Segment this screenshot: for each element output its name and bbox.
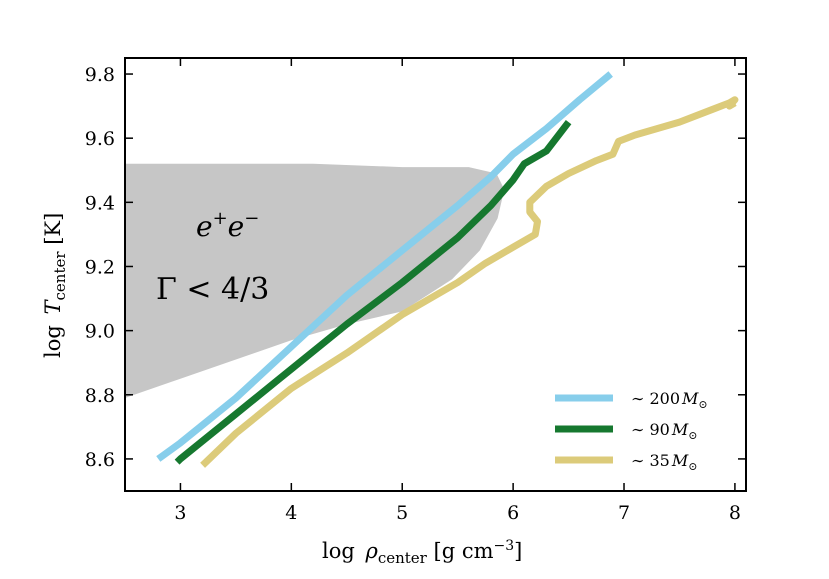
legend-label-2: ∼ 90 M⊙: [631, 420, 697, 442]
series-layer: [156, 71, 739, 468]
y-tick-label: 9.8: [85, 64, 115, 86]
x-axis-label: log ρcenter [g cm−3]: [322, 538, 522, 567]
y-tick-label: 9.0: [85, 321, 115, 343]
series-line-3: [200, 96, 739, 468]
pair-instability-label: e+e−: [196, 208, 259, 243]
x-tick-label: 3: [174, 502, 186, 524]
plot-frame: [124, 57, 747, 492]
instability-region-layer: [125, 163, 505, 398]
y-tick-label: 8.8: [85, 385, 115, 407]
x-tick-label: 8: [729, 502, 741, 524]
x-tick-label: 7: [618, 502, 630, 524]
series-line-1: [156, 71, 613, 462]
legend-label-3: ∼ 35 M⊙: [631, 451, 697, 473]
y-tick-label: 9.6: [85, 128, 115, 150]
y-tick-label: 9.2: [85, 256, 115, 278]
instability-region: [125, 163, 505, 398]
y-tick-label: 9.4: [85, 192, 115, 214]
x-tick-label: 6: [507, 502, 519, 524]
series-line-2: [174, 119, 572, 465]
x-tick-label: 5: [396, 502, 408, 524]
y-axis-label: log Tcenter [K]: [41, 213, 69, 358]
gamma-condition-label: Γ < 4/3: [156, 272, 269, 307]
legend-label-1: ∼ 200 M⊙: [631, 389, 708, 411]
tick-layer: 3 4 5 6 7 8 8.6 8.8 9.0 9.2 9.4 9.6 9.8: [85, 58, 746, 524]
legend: ∼ 200 M⊙ ∼ 90 M⊙ ∼ 35 M⊙: [555, 389, 708, 473]
x-tick-label: 4: [285, 502, 297, 524]
y-tick-label: 8.6: [85, 449, 115, 471]
